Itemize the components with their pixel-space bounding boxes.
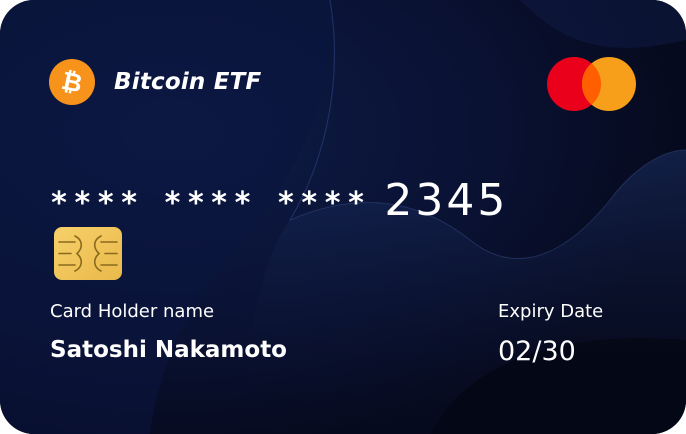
card-number-last-four: 2345 — [384, 174, 509, 226]
card-holder-name: Satoshi Nakamoto — [50, 337, 287, 363]
card-number-masked-group: **** — [50, 185, 144, 221]
mastercard-icon — [547, 57, 636, 111]
bitcoin-icon: ₿ — [49, 59, 95, 105]
expiry-date-label: Expiry Date — [498, 301, 604, 322]
card-number-masked-group: **** — [163, 185, 257, 221]
brand-name: Bitcoin ETF — [114, 69, 262, 95]
brand: ₿ Bitcoin ETF — [49, 59, 261, 105]
card-number-masked-group: **** — [276, 185, 371, 221]
emv-chip-icon — [54, 227, 122, 280]
expiry-date-value: 02/30 — [498, 336, 576, 367]
card-holder-label: Card Holder name — [50, 301, 215, 322]
card-number: **** **** **** 2345 — [50, 172, 508, 228]
